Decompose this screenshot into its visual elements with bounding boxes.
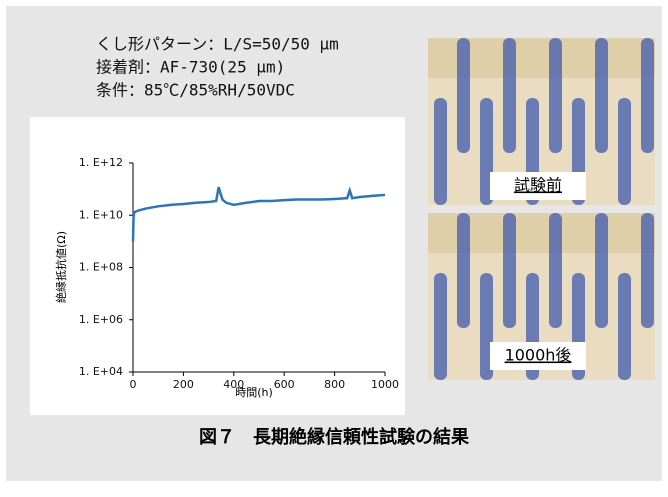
finger bbox=[595, 213, 608, 328]
finger bbox=[434, 98, 447, 205]
condition: 接着剤：AF-730(25 μm) bbox=[96, 58, 285, 77]
figure: くし形パターン：L/S=50/50 μm 接着剤：AF-730(25 μm) 条… bbox=[0, 0, 668, 493]
finger bbox=[457, 38, 470, 153]
y-tick-label: 1. E+04 bbox=[79, 365, 123, 378]
finger bbox=[457, 213, 470, 328]
x-tick-label: 600 bbox=[274, 378, 295, 391]
finger bbox=[641, 213, 654, 328]
y-tick-label: 1. E+06 bbox=[79, 313, 123, 326]
photo-label: 試験前 bbox=[514, 176, 562, 195]
y-axis-label: 絶縁抵抗値(Ω) bbox=[54, 231, 68, 303]
finger bbox=[595, 38, 608, 153]
condition: 条件：85℃/85%RH/50VDC bbox=[96, 81, 295, 100]
finger bbox=[618, 98, 631, 205]
finger bbox=[549, 213, 562, 328]
finger bbox=[549, 38, 562, 153]
caption: 図７ 長期絶縁信頼性試験の結果 bbox=[199, 426, 470, 448]
finger bbox=[503, 213, 516, 328]
x-tick-label: 800 bbox=[324, 378, 345, 391]
x-tick-label: 0 bbox=[130, 378, 137, 391]
x-tick-label: 200 bbox=[173, 378, 194, 391]
photo-label: 1000h後 bbox=[505, 346, 572, 365]
condition: くし形パターン：L/S=50/50 μm bbox=[96, 35, 339, 54]
finger bbox=[434, 273, 447, 380]
x-tick-label: 400 bbox=[223, 378, 244, 391]
x-tick-label: 1000 bbox=[371, 378, 399, 391]
finger bbox=[503, 38, 516, 153]
finger bbox=[618, 273, 631, 380]
finger bbox=[641, 38, 654, 153]
y-tick-label: 1. E+12 bbox=[79, 156, 123, 169]
y-tick-label: 1. E+10 bbox=[79, 208, 123, 221]
y-tick-label: 1. E+08 bbox=[79, 261, 123, 274]
